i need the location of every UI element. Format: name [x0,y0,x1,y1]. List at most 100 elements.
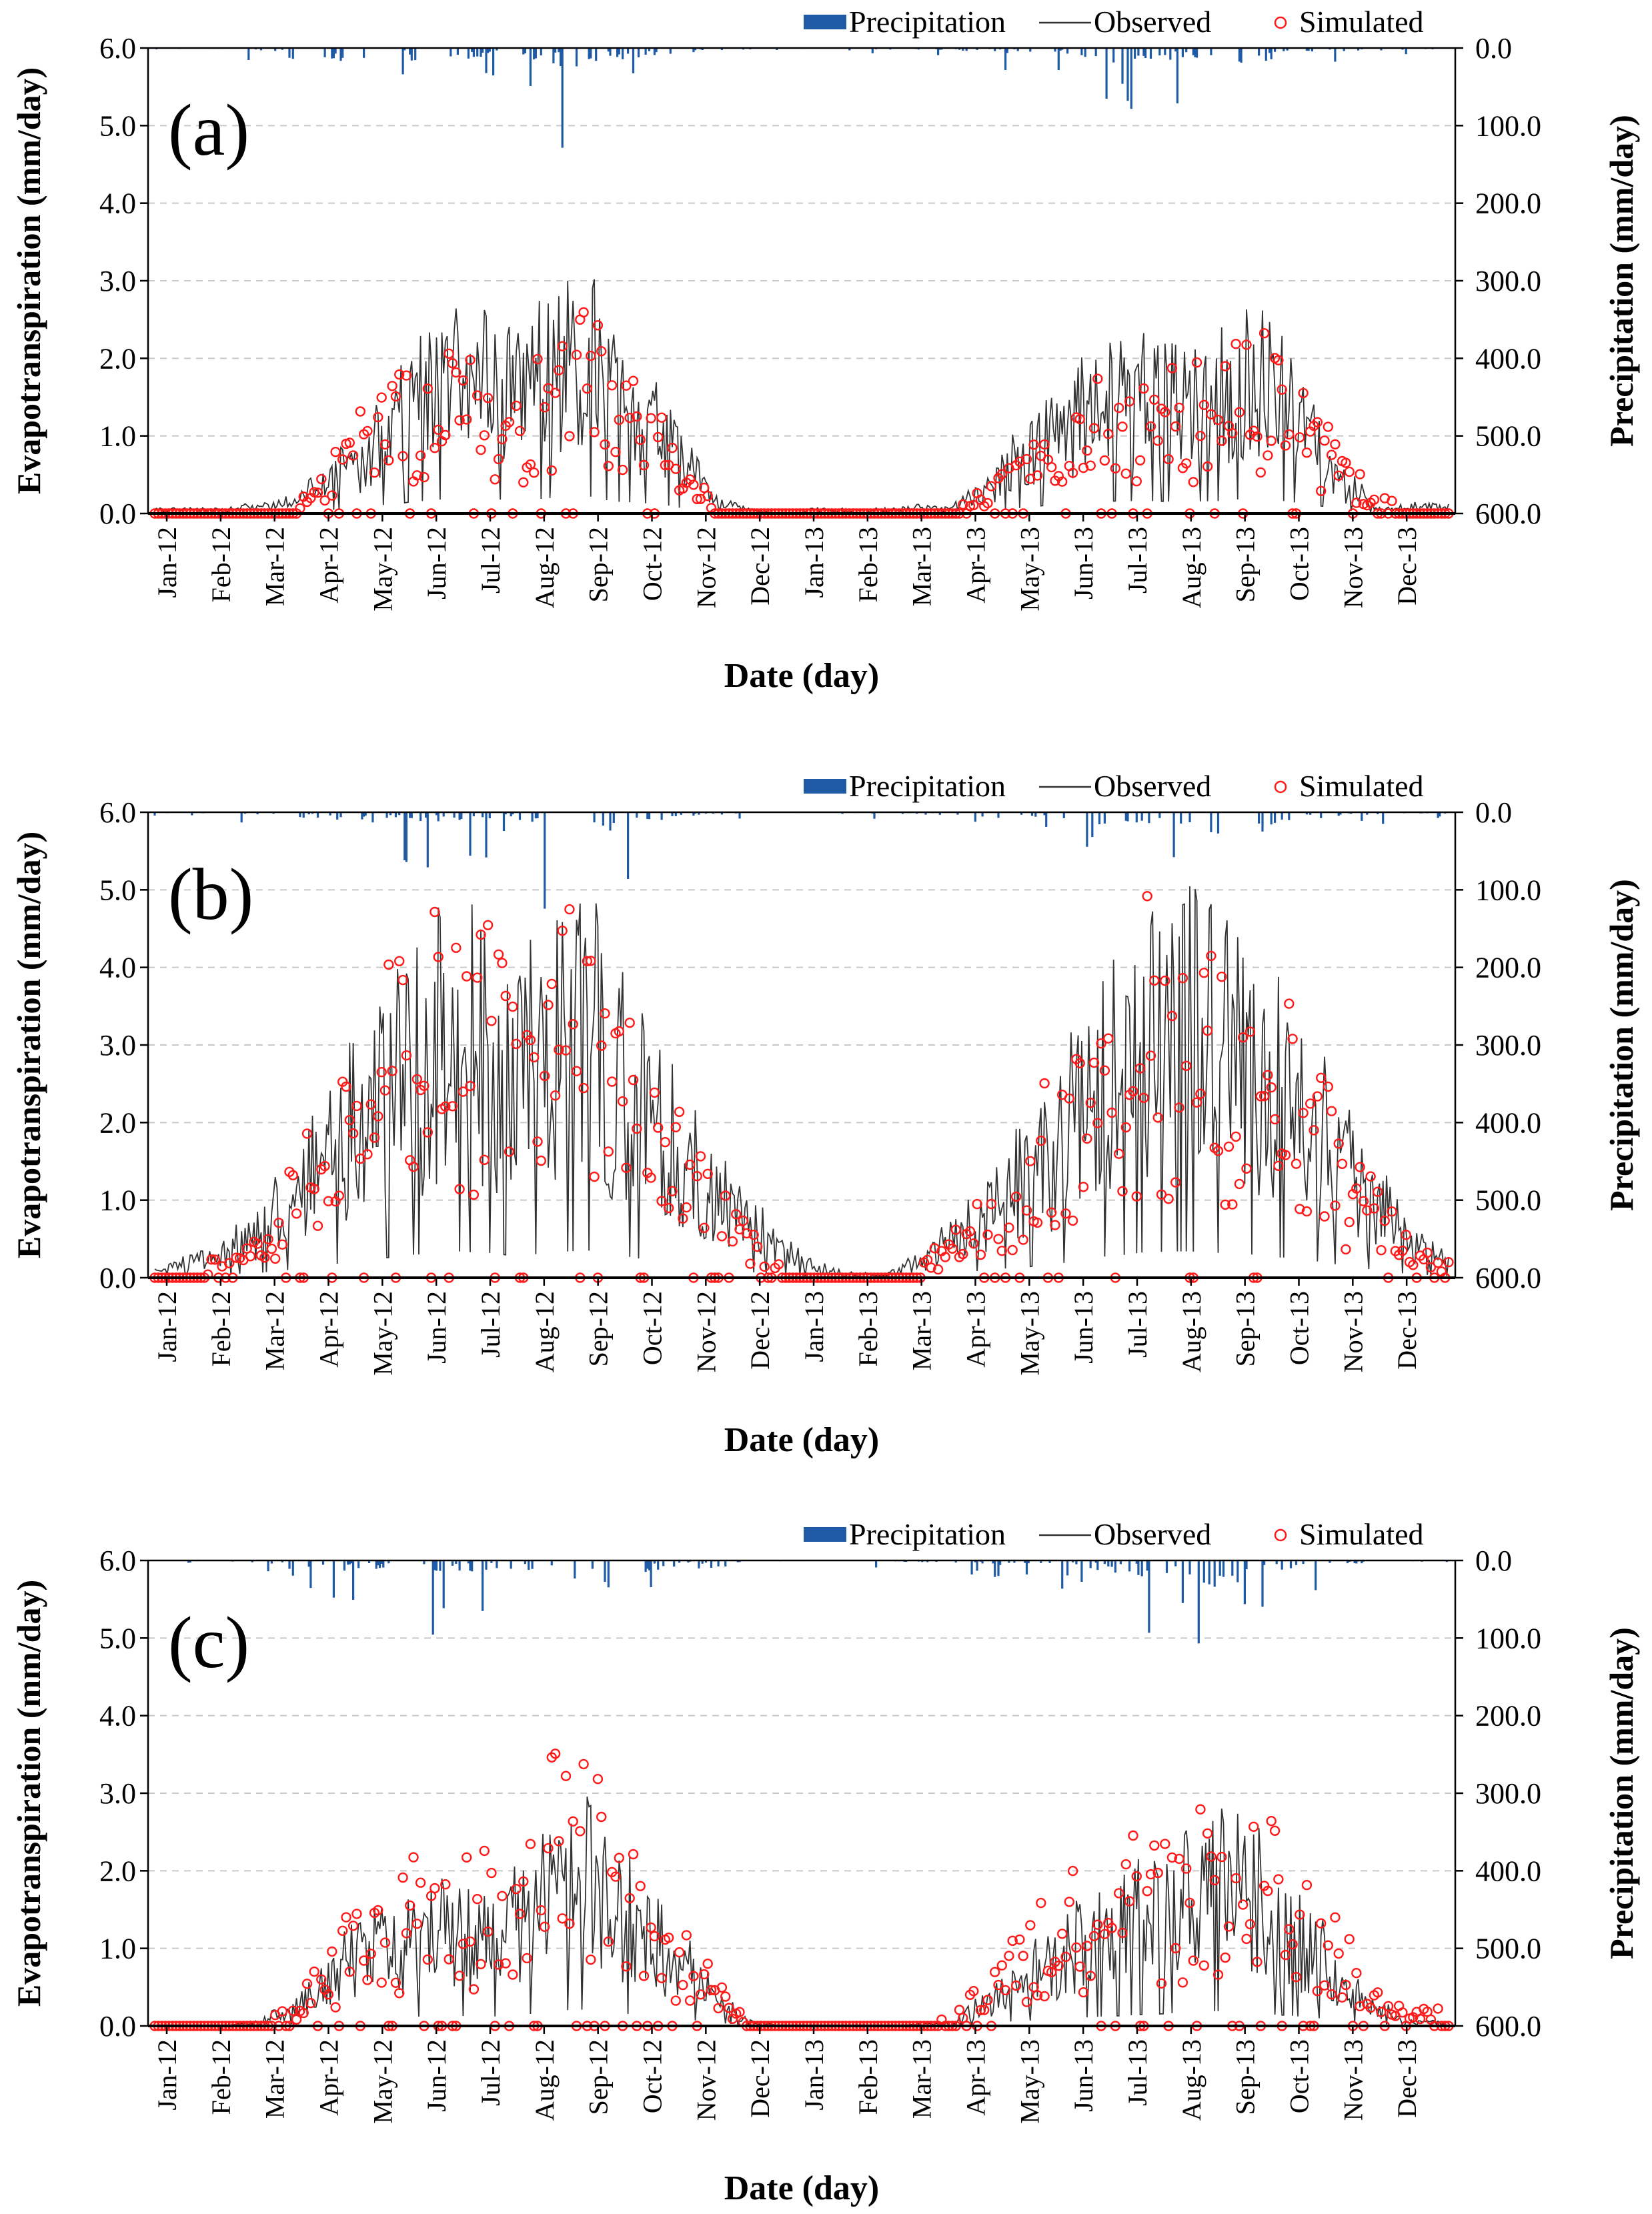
precip-bar [482,1560,484,1611]
simulated-point [341,1081,351,1092]
precip-bar [720,48,723,50]
precip-bar [288,1560,291,1569]
simulated-point [344,437,355,448]
simulated-point [444,348,454,359]
simulated-point [546,978,557,990]
precip-bar [937,48,940,55]
precip-bar [531,812,534,822]
simulated-point [1312,417,1323,427]
simulated-point [490,474,500,485]
precip-bar [646,1560,649,1569]
precip-bar [414,48,417,61]
simulated-point [309,1966,319,1977]
simulated-point [305,1997,316,2009]
simulated-point [674,1947,685,1958]
precip-bar [1006,48,1008,53]
x-tick-label: Sep-12 [584,2039,614,2115]
precip-bar [256,812,259,815]
precip-bar [251,1560,253,1562]
simulated-point [546,465,557,476]
x-tick-label: Oct-13 [1285,2039,1315,2113]
simulated-point [454,415,465,425]
precip-bar [574,1560,576,1578]
x-tick-label: Feb-13 [853,1291,883,1366]
precip-bar [1265,48,1267,61]
precip-bar [1180,812,1182,824]
simulated-point [1032,1990,1043,2001]
y-tick-label: 1.0 [99,420,136,453]
simulated-point [716,1982,728,1993]
precip-bar [1110,1560,1113,1567]
precip-bar [476,48,479,57]
precip-bar [1061,48,1064,50]
simulated-point [319,1160,330,1172]
precip-bar [994,48,996,51]
simulated-point [1046,461,1057,473]
precip-bar [458,1560,461,1571]
precip-bar [1103,1560,1106,1564]
simulated-point [518,1876,529,1887]
panel-label: (c) [168,1602,249,1683]
simulated-point [447,358,458,369]
legend-simulated-label: Simulated [1299,5,1424,39]
precip-bar [467,48,470,59]
precip-bar [1263,1560,1266,1565]
simulated-point [720,1991,731,2002]
y2-tick-label: 400.0 [1475,1855,1541,1887]
x-tick-label: Aug-12 [530,2039,560,2121]
legend-precipitation-label: Precipitation [849,1517,1006,1551]
precip-bar [1361,812,1363,821]
simulated-point [387,381,397,391]
precip-bar [1357,48,1360,51]
precip-bar [435,1560,438,1571]
simulated-point [1252,1957,1263,1967]
simulated-point [540,402,550,413]
simulated-point [1237,1899,1249,1910]
simulated-point [1000,1985,1011,1996]
simulated-point [1312,1985,1323,1997]
precip-bar [1121,48,1124,84]
simulated-point [373,1111,383,1122]
precip-bar [938,48,941,50]
precip-bar [469,1560,472,1571]
simulated-point [1032,1217,1043,1228]
simulated-point [419,471,430,483]
simulated-point [632,411,642,422]
precip-bar [528,1560,530,1570]
y2-tick-label: 300.0 [1475,1777,1541,1810]
simulated-point [1149,394,1160,405]
simulated-point [1128,1086,1138,1097]
precip-bar [394,812,397,818]
precip-bar [1034,812,1037,817]
simulated-point [468,1189,480,1200]
y-tick-label: 6.0 [99,32,136,65]
simulated-point [1071,1942,1082,1953]
simulated-point [578,307,589,317]
x-tick-label: Jul-13 [1122,527,1152,594]
y2-tick-label: 0.0 [1475,1544,1512,1577]
simulated-point [1082,445,1092,456]
precip-bar [1334,48,1337,62]
precip-bar [1045,812,1048,827]
precip-bar [410,48,413,61]
precip-bar [524,48,526,53]
simulated-point [1319,1211,1330,1222]
x-tick-label: May-13 [1014,1291,1044,1376]
precip-bar [1084,48,1086,57]
precip-bar [595,48,598,61]
precip-bar [924,812,927,815]
simulated-point [1056,476,1068,487]
simulated-point [1365,2002,1376,2013]
simulated-point [1163,1193,1174,1204]
simulated-point [341,1912,351,1923]
simulated-point [1216,1851,1227,1863]
simulated-point [401,1928,412,1939]
simulated-point [1358,1196,1369,1206]
simulated-point [504,417,515,427]
precip-bar [1148,1560,1150,1633]
precip-bar [1210,812,1212,832]
precip-bar [1258,48,1261,56]
precip-bar [1004,48,1007,70]
simulated-point [1067,1215,1078,1226]
